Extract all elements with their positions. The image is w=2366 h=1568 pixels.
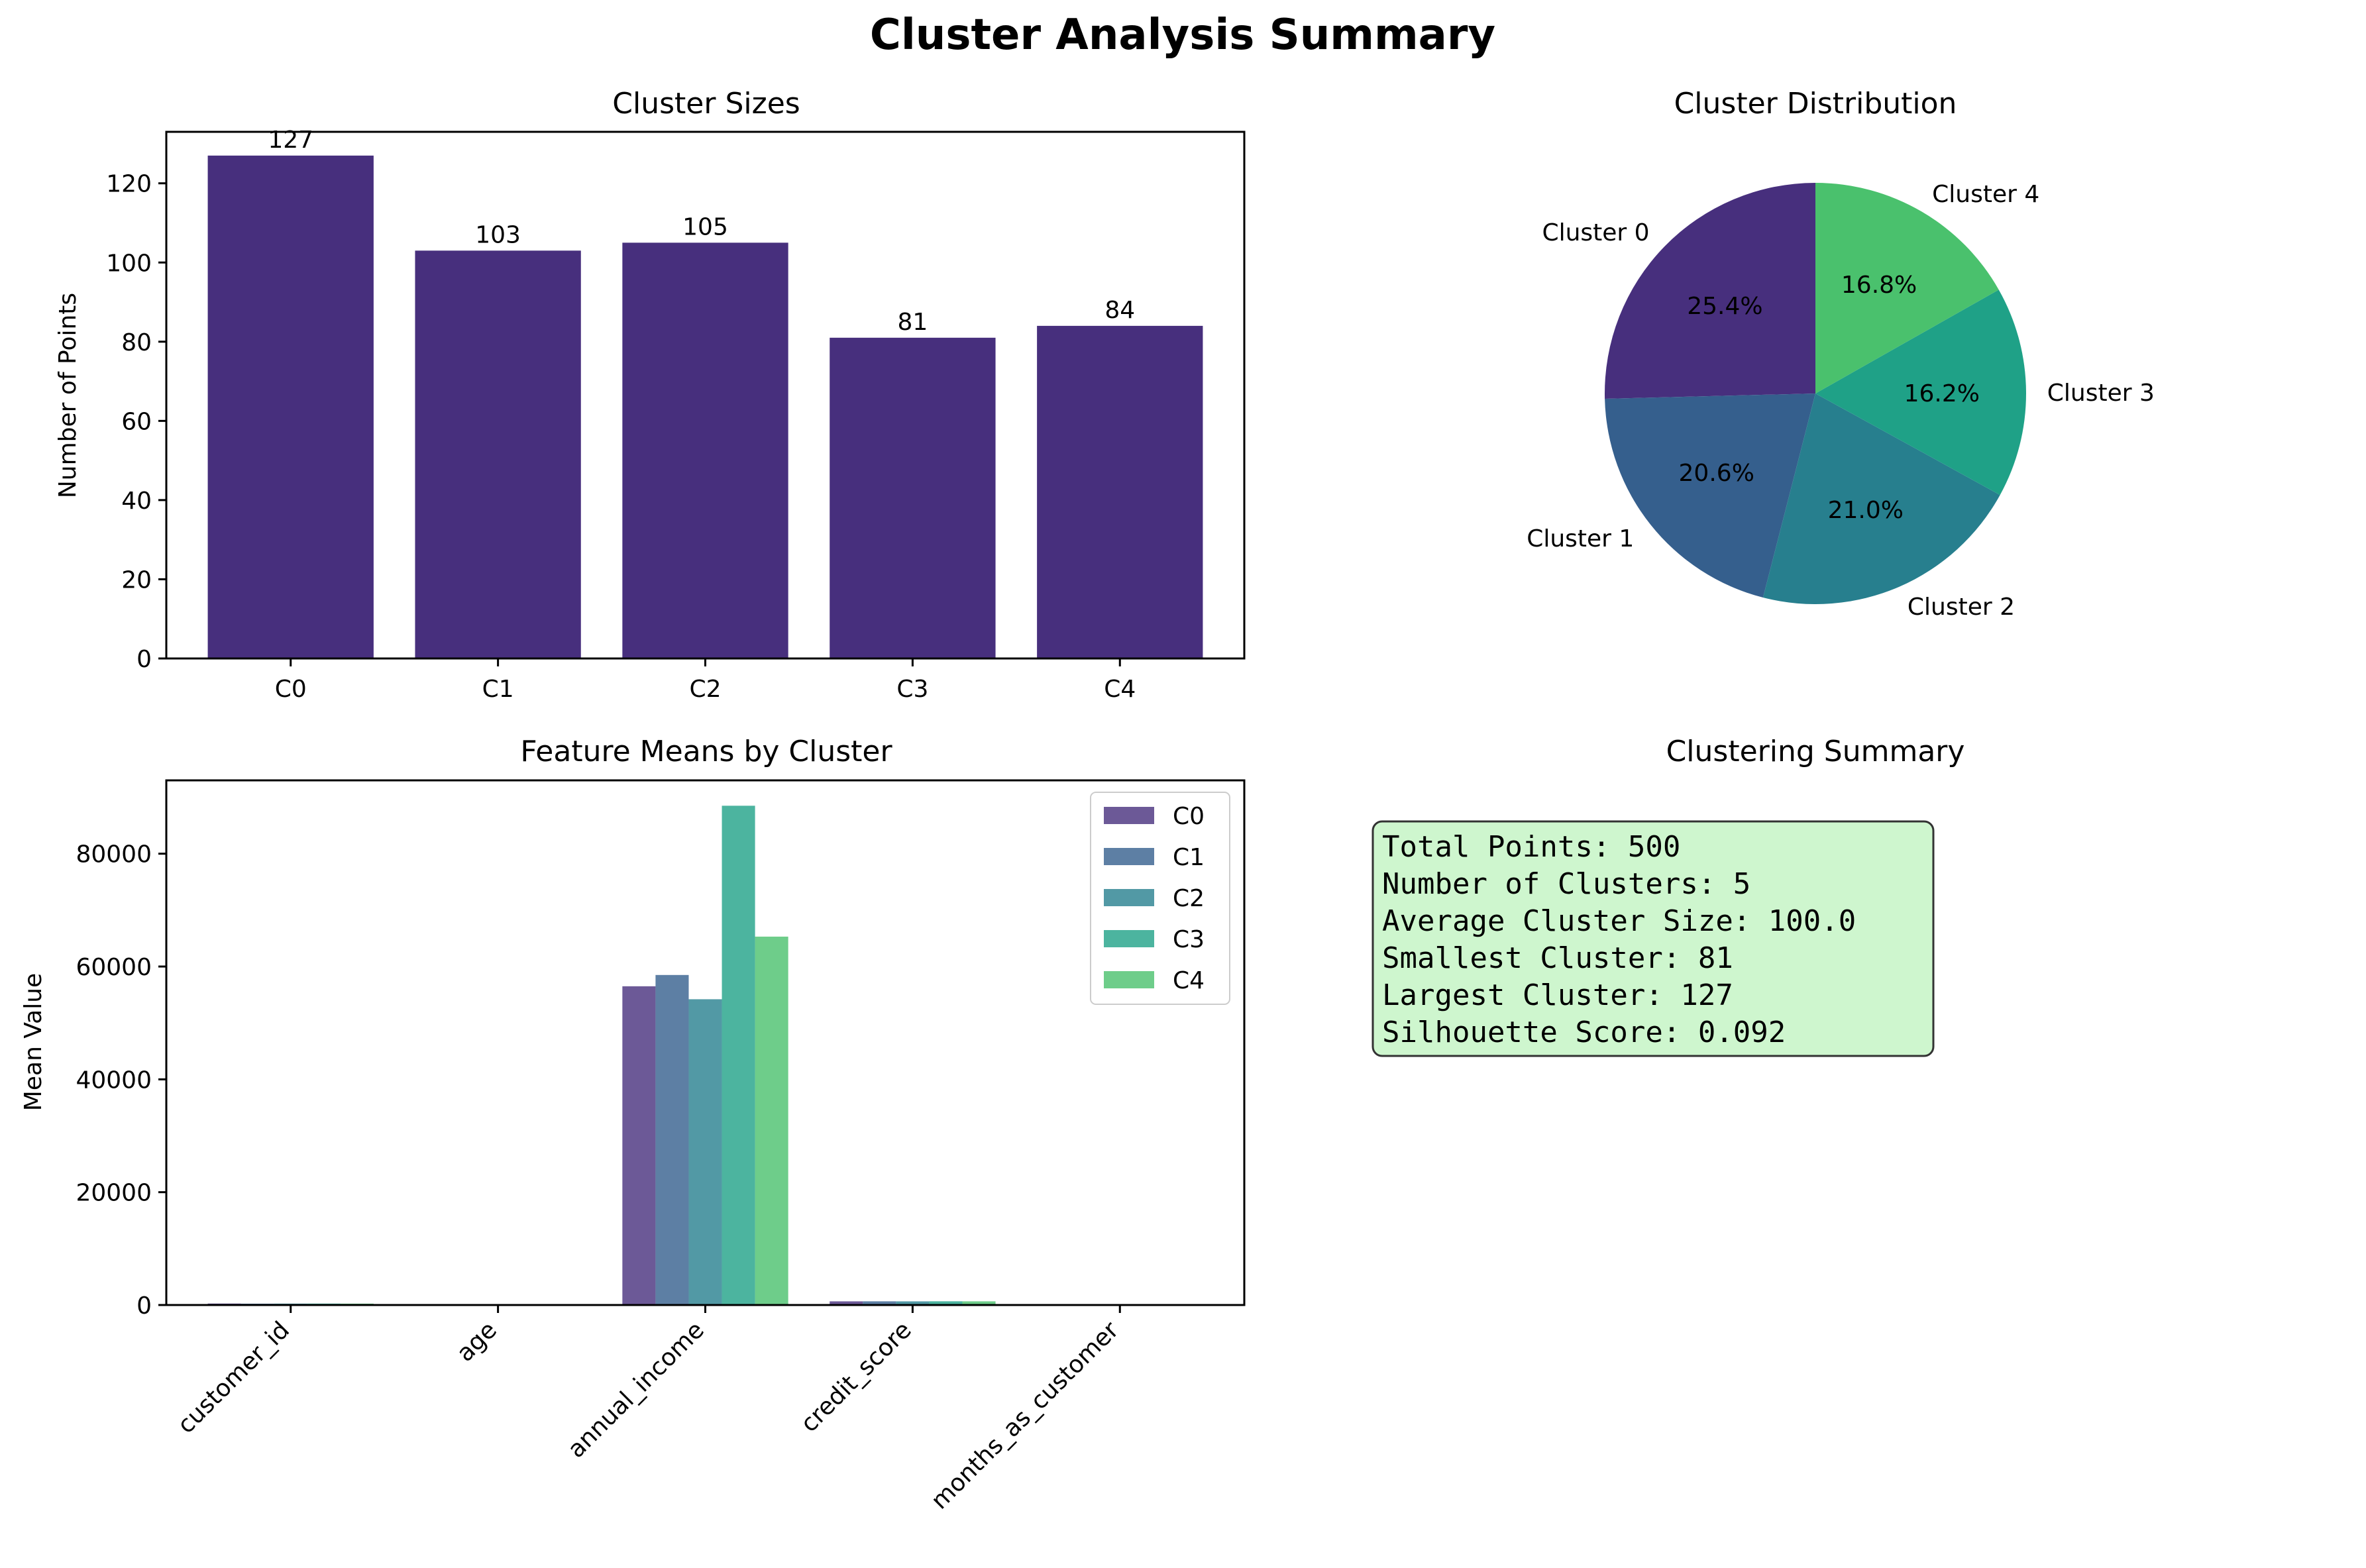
x-tick-label: annual_income [563,1316,710,1463]
pie-slice-label: Cluster 3 [2047,380,2155,407]
mean-bar-c3-credit-score [929,1301,963,1305]
clustering-summary-title: Clustering Summary [1666,735,1965,768]
y-tick-label: 80000 [76,841,152,868]
x-tick-label: C4 [1104,676,1136,703]
feature-means-title: Feature Means by Cluster [520,735,892,768]
x-tick-label: customer_id [172,1316,295,1439]
x-tick-label: credit_score [796,1316,917,1437]
feature-means-chart: Feature Means by Cluster Mean Value 0 200… [20,735,1246,1514]
cluster-sizes-chart: Cluster Sizes Number of Points 0 20 40 60 80… [54,87,1246,703]
feature-means-legend: C0 C1 C2 C3 C4 [1090,792,1230,1005]
cluster-distribution-title: Cluster Distribution [1674,87,1957,121]
legend-swatch-c3 [1104,930,1154,947]
clustering-summary-panel: Clustering Summary Total Points: 500Numb… [1371,735,1965,1057]
size-data-label: 84 [1104,297,1135,324]
x-tick-label: C0 [275,676,307,703]
mean-bar-c2-credit-score [896,1301,930,1305]
size-data-label: 103 [475,221,521,248]
pie-slice-label: Cluster 2 [1908,594,2015,621]
summary-line: Number of Clusters: 5 [1382,867,1750,901]
y-tick-label: 60 [121,408,152,435]
legend-label-c0: C0 [1173,803,1205,830]
summary-line: Total Points: 500 [1382,830,1680,864]
legend-swatch-c4 [1104,971,1154,988]
y-tick-label: 40000 [76,1067,152,1094]
size-data-label: 127 [268,127,313,154]
size-bar-c0 [207,155,374,659]
mean-bar-c0-credit-score [830,1301,863,1305]
size-bar-c2 [622,242,788,658]
size-bar-c3 [830,337,996,658]
cluster-distribution-chart: Cluster Distribution 25.4% Cluster 0 20.6%… [1527,87,2155,621]
legend-frame [1090,792,1230,1005]
mean-bar-c3-annual-income [722,806,755,1305]
cluster-sizes-ylabel: Number of Points [54,293,81,498]
pie-pct-label: 20.6% [1679,460,1754,487]
mean-bar-c4-credit-score [962,1301,996,1305]
pie-slice-cluster-3 [1815,289,2026,496]
summary-box [1371,820,1935,1057]
x-tick-label: C3 [896,676,928,703]
summary-line: Largest Cluster: 127 [1382,978,1733,1012]
x-tick-label: months_as_customer [926,1316,1124,1514]
y-tick-label: 0 [136,646,152,673]
cluster-sizes-plot-frame [165,131,1246,660]
y-tick-label: 20000 [76,1180,152,1207]
y-tick-label: 0 [136,1292,152,1320]
mean-bar-c1-annual-income [655,974,689,1305]
pie-slice-label: Cluster 1 [1527,525,1634,552]
y-tick-label: 100 [106,250,152,277]
pie-pct-label: 16.2% [1904,380,1980,407]
mean-bar-c4-annual-income [755,936,788,1305]
y-tick-label: 20 [121,566,152,594]
legend-label-c4: C4 [1173,967,1205,994]
figure-title: Cluster Analysis Summary [870,11,1495,60]
legend-label-c3: C3 [1173,926,1205,953]
y-tick-label: 40 [121,488,152,515]
pie-pct-label: 16.8% [1841,272,1917,299]
pie-slice-cluster-2 [1762,393,2000,605]
x-tick-label: age [452,1316,502,1367]
feature-means-ylabel: Mean Value [20,973,47,1111]
pie-slice-cluster-4 [1815,183,1999,393]
legend-swatch-c0 [1104,807,1154,824]
y-tick-label: 120 [106,171,152,198]
summary-line: Silhouette Score: 0.092 [1382,1016,1786,1049]
size-data-label: 81 [897,309,928,336]
pie-slice-cluster-0 [1604,183,1815,399]
pie-pct-label: 21.0% [1828,497,1904,524]
pie-slice-label: Cluster 0 [1542,219,1649,246]
legend-swatch-c1 [1104,848,1154,865]
mean-bar-c2-annual-income [688,999,722,1305]
summary-line: Smallest Cluster: 81 [1382,941,1733,975]
pie-slice-cluster-1 [1605,393,1815,598]
summary-line: Average Cluster Size: 100.0 [1382,904,1856,938]
legend-label-c1: C1 [1173,844,1205,871]
size-bar-c1 [415,250,581,658]
cluster-sizes-title: Cluster Sizes [612,87,800,121]
x-tick-label: C2 [689,676,721,703]
y-tick-label: 80 [121,329,152,356]
pie-slice-label: Cluster 4 [1932,181,2039,208]
legend-label-c2: C2 [1173,885,1205,912]
feature-means-plot-frame [165,779,1246,1306]
y-tick-label: 60000 [76,954,152,981]
size-data-label: 105 [682,213,728,240]
size-bar-c4 [1037,325,1203,658]
legend-swatch-c2 [1104,889,1154,906]
pie-pct-label: 25.4% [1687,293,1762,320]
mean-bar-c1-credit-score [863,1301,896,1305]
x-tick-label: C1 [482,676,514,703]
mean-bar-c0-annual-income [622,986,656,1305]
